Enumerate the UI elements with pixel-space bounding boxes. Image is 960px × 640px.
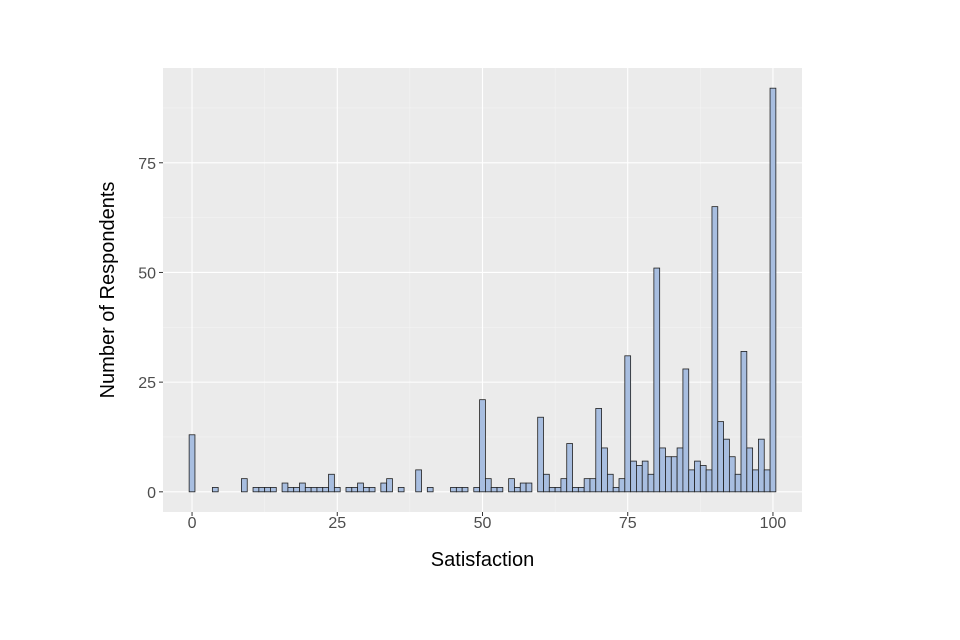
- histogram-bar: [682, 368, 690, 493]
- histogram-bar: [711, 206, 719, 493]
- histogram-bar: [577, 487, 585, 493]
- histogram-bar: [485, 478, 492, 493]
- histogram-bar: [270, 487, 277, 493]
- histogram-bar: [595, 408, 602, 493]
- histogram-bar: [630, 460, 637, 493]
- histogram-bar: [380, 482, 388, 493]
- histogram-bar: [699, 465, 707, 493]
- histogram-bar: [572, 487, 579, 493]
- histogram-bar: [769, 87, 777, 493]
- histogram-bar: [333, 487, 341, 493]
- histogram-bar: [606, 473, 614, 493]
- histogram-bar: [589, 478, 597, 493]
- histogram-bar: [258, 487, 266, 493]
- y-tick-label: 50: [138, 265, 156, 282]
- histogram-bar: [554, 487, 562, 493]
- histogram-bar: [566, 443, 573, 493]
- y-axis-title: Number of Respondents: [97, 182, 119, 399]
- histogram-bar: [676, 447, 684, 493]
- y-tick-label: 0: [147, 485, 156, 502]
- histogram-bar: [450, 487, 457, 493]
- histogram-bar: [415, 469, 422, 493]
- histogram-bar: [746, 447, 754, 493]
- histogram-bar: [548, 487, 556, 493]
- histogram-bar: [287, 487, 295, 493]
- y-tick-label: 25: [138, 375, 156, 392]
- histogram-bar: [397, 487, 405, 493]
- x-axis: 0 25 50 75 100: [188, 512, 787, 532]
- histogram-bar: [723, 438, 730, 493]
- histogram-bar: [496, 487, 504, 493]
- y-axis: 0 25 50 75: [138, 156, 163, 502]
- histogram-bar: [647, 473, 655, 493]
- histogram-bar: [490, 487, 498, 493]
- histogram-bar: [740, 351, 748, 493]
- histogram-bar: [543, 473, 550, 493]
- histogram-bar: [734, 473, 742, 493]
- histogram-bar: [252, 487, 260, 493]
- x-tick-label: 100: [760, 515, 787, 532]
- histogram-bar: [473, 487, 480, 493]
- histogram-bar: [386, 478, 393, 493]
- histogram-bar: [583, 478, 591, 493]
- histogram-bar: [514, 487, 521, 493]
- histogram-bar: [641, 460, 649, 493]
- histogram-bar: [659, 447, 666, 493]
- histogram-bar: [670, 456, 678, 493]
- histogram-bar: [560, 478, 568, 493]
- histogram-bar: [357, 482, 364, 493]
- histogram-bar: [665, 456, 672, 493]
- histogram-bar: [537, 416, 544, 493]
- histogram-bar: [368, 487, 376, 493]
- histogram-bar: [508, 478, 515, 493]
- histogram-bar: [345, 487, 353, 493]
- x-tick-label: 25: [328, 515, 346, 532]
- histogram-bar: [304, 487, 312, 493]
- histogram-bar: [705, 469, 713, 493]
- x-tick-label: 0: [188, 515, 197, 532]
- histogram-bar: [455, 487, 463, 493]
- x-axis-title: Satisfaction: [431, 549, 534, 571]
- histogram-bar: [728, 456, 736, 493]
- histogram-bar: [299, 482, 306, 493]
- histogram-bar: [653, 267, 661, 493]
- histogram-bar: [461, 487, 469, 493]
- histogram-bar: [752, 469, 759, 493]
- histogram-bar: [624, 355, 632, 493]
- histogram-bar: [688, 469, 695, 493]
- histogram-bar: [479, 399, 486, 493]
- histogram-bar: [310, 487, 318, 493]
- histogram-bar: [694, 460, 701, 493]
- histogram-bar: [351, 487, 359, 493]
- histogram-bar: [188, 434, 196, 493]
- histogram-bar: [758, 438, 765, 493]
- histogram-bar: [612, 487, 620, 493]
- x-tick-label: 75: [619, 515, 637, 532]
- histogram-bar: [618, 478, 626, 493]
- histogram-bar: [328, 473, 335, 493]
- histogram-bar: [717, 421, 724, 493]
- y-tick-label: 75: [138, 156, 156, 173]
- histogram-bar: [322, 487, 329, 493]
- histogram-bar: [763, 469, 771, 493]
- histogram-bar: [316, 487, 324, 493]
- histogram-bar: [519, 482, 527, 493]
- x-tick-label: 50: [474, 515, 492, 532]
- histogram-bar: [293, 487, 300, 493]
- histogram-bars: [188, 87, 777, 493]
- histogram-bar: [636, 465, 643, 493]
- histogram-bar: [211, 487, 219, 493]
- histogram-bar: [363, 487, 370, 493]
- histogram-bar: [264, 487, 271, 493]
- histogram-bar: [426, 487, 434, 493]
- histogram-bar: [241, 478, 248, 493]
- histogram-bar: [601, 447, 608, 493]
- histogram-bar: [281, 482, 289, 493]
- histogram-bar: [525, 482, 533, 493]
